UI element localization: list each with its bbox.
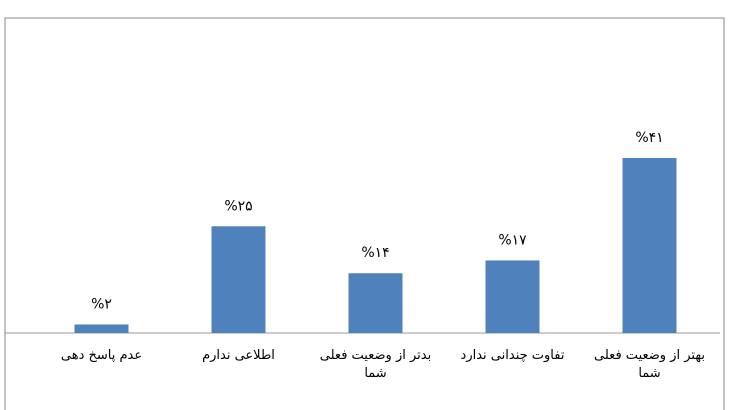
value-label: %۱۴	[361, 245, 389, 261]
chart-frame	[4, 17, 725, 410]
x-tick-label: بهتر از وضعیت فعلی شما	[594, 348, 705, 381]
bar	[348, 273, 403, 333]
value-label: %۱۷	[498, 232, 527, 248]
x-tick-label: عدم پاسخ دهی	[60, 348, 143, 363]
x-tick-label: تفاوت چندانی ندارد	[460, 348, 565, 363]
bar	[622, 158, 677, 333]
bar	[485, 260, 540, 333]
x-tick-label: اطلاعی ندارم	[202, 348, 275, 363]
value-label: %۲۵	[224, 198, 252, 214]
bar	[74, 324, 129, 333]
value-label: %۴۱	[635, 130, 663, 146]
value-label: %۲	[91, 296, 112, 312]
x-tick-label: بدتر از وضعیت فعلی شما	[319, 348, 432, 381]
bar	[211, 226, 266, 333]
